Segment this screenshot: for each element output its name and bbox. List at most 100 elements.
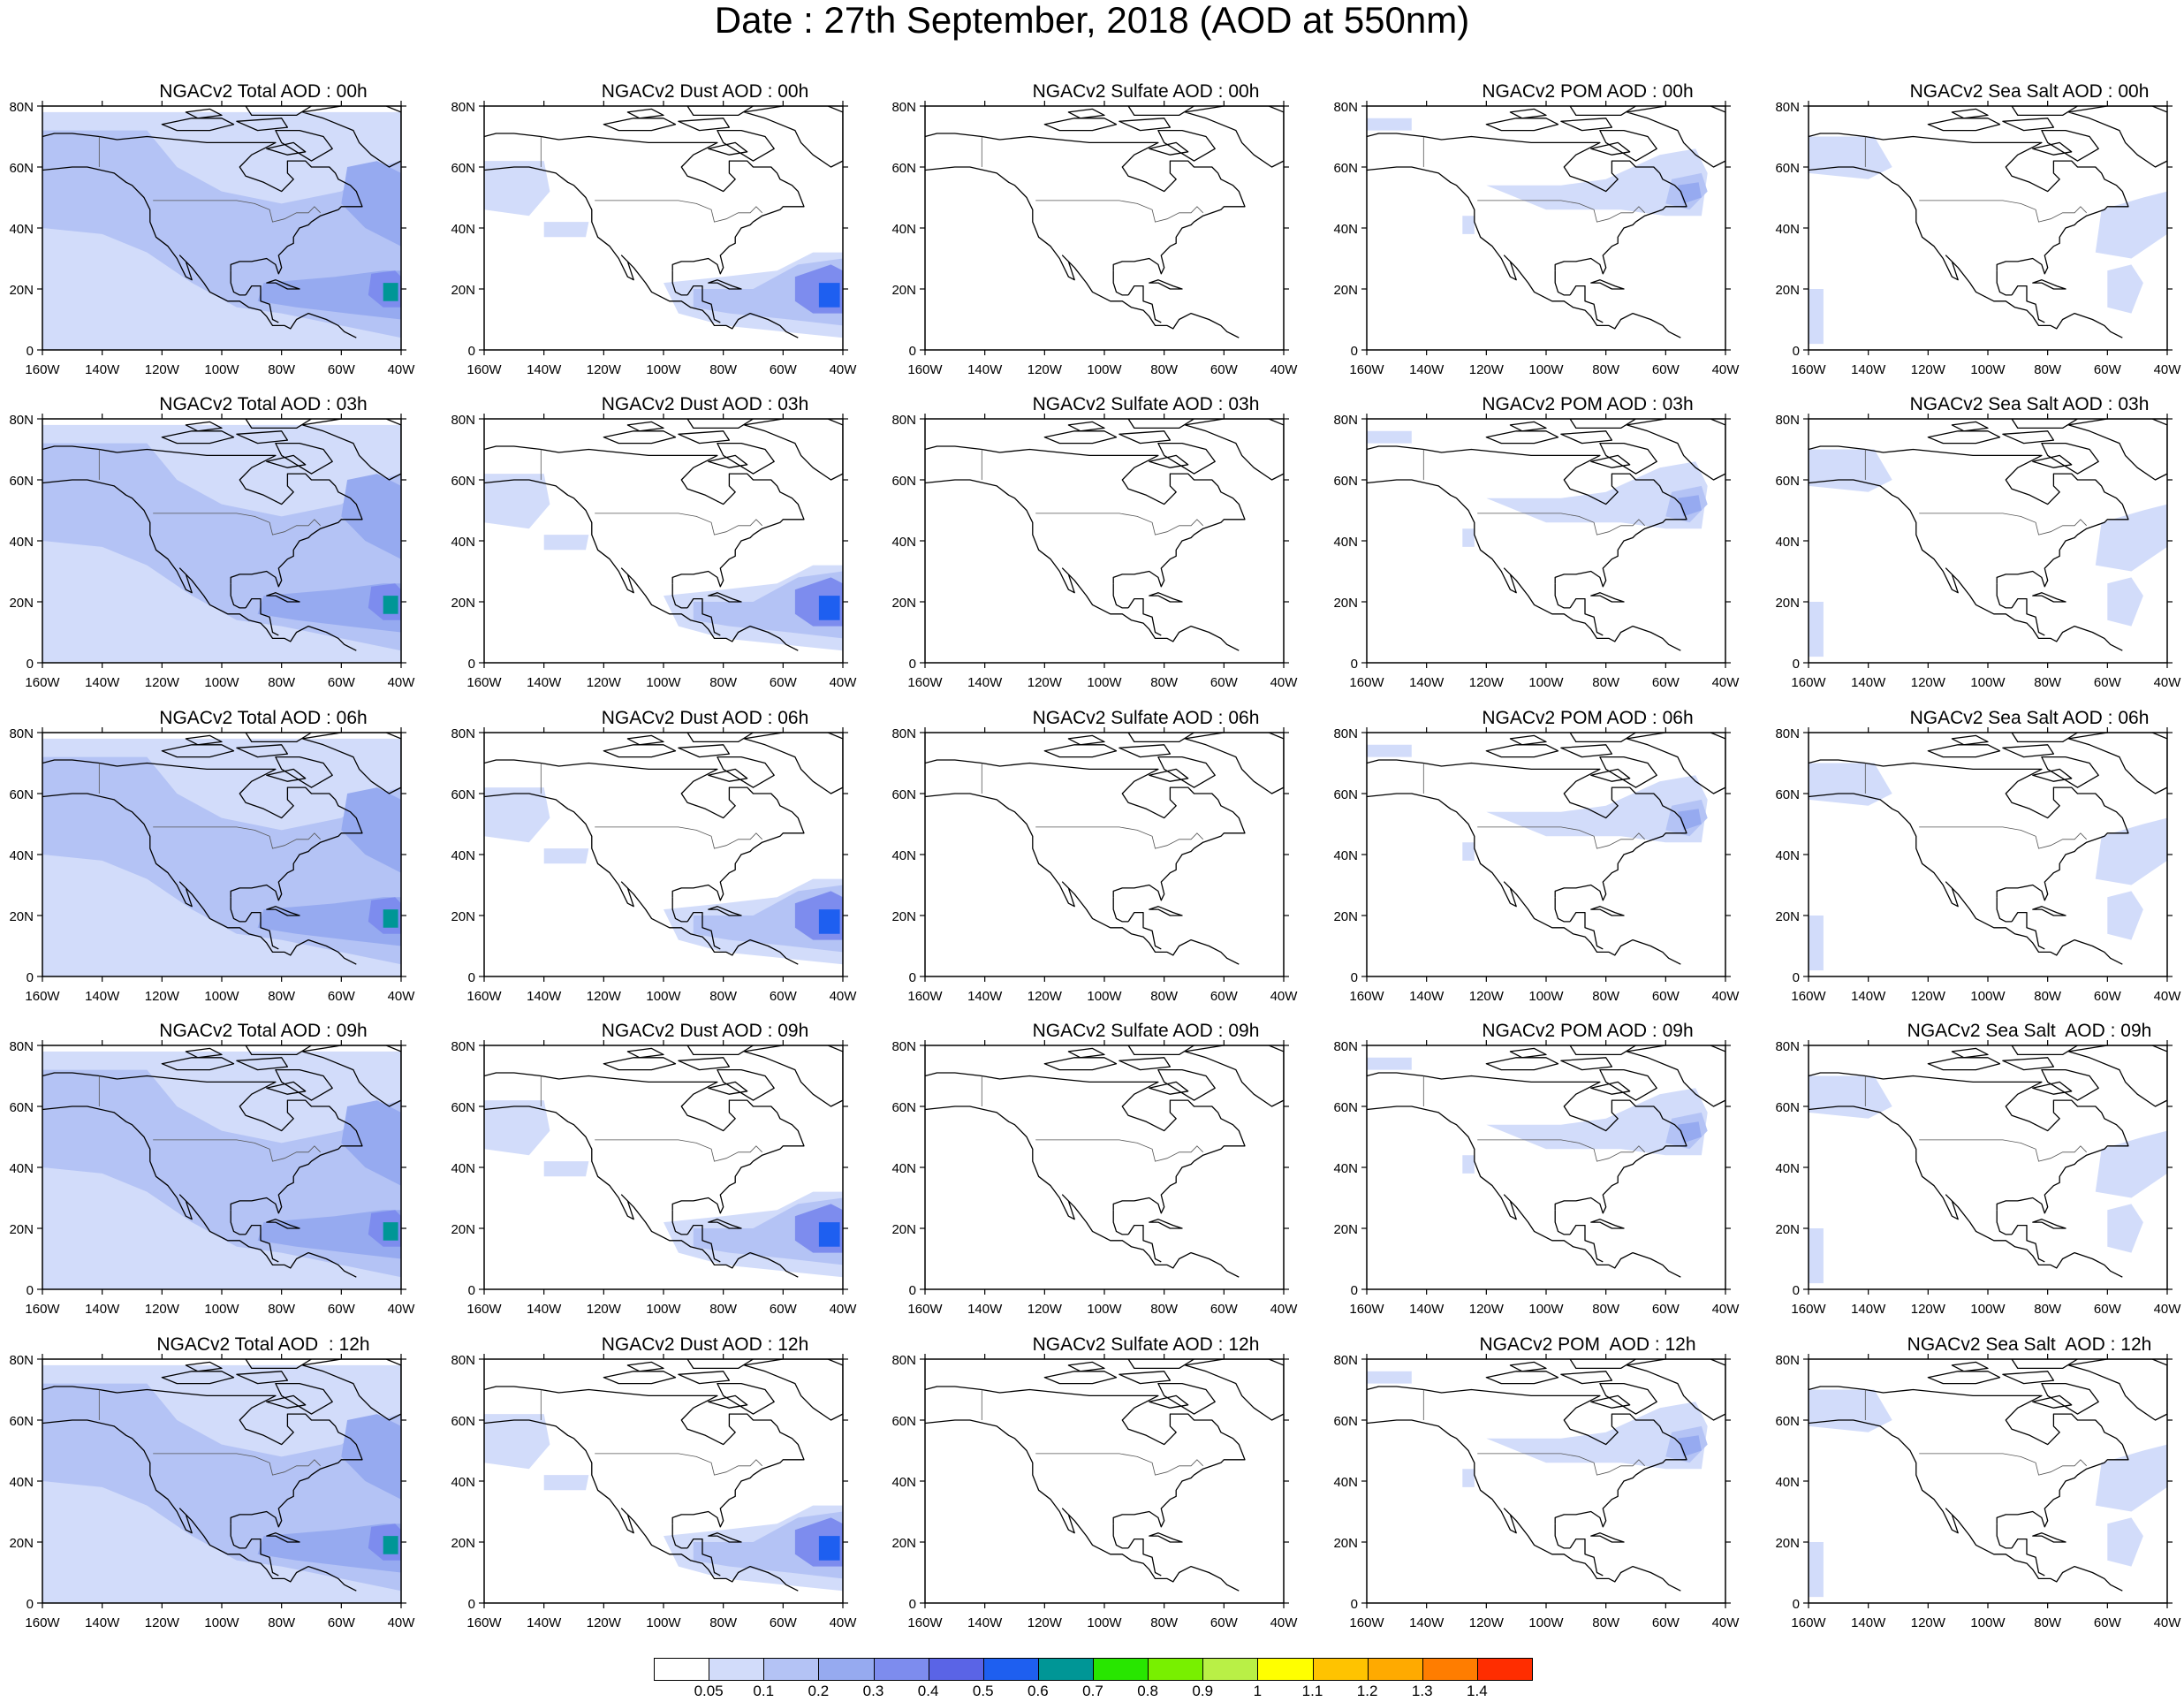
map-plot: 80N 60N 40N 20N 0 160W 140W 120W 100W 80W 60W 40W [9,1353,415,1630]
aod-field [1462,1469,1475,1487]
lon-tick-label: 40W [2154,989,2182,1004]
lon-tick-label: 120W [1028,675,1063,690]
map-plot: 80N 60N 40N 20N 0 160W 140W 120W 100W 80W 60W 40W [451,726,857,1004]
aod-field [1462,1155,1475,1174]
lon-tick-label: 140W [1851,1302,1886,1317]
aod-field [2107,1517,2143,1567]
lon-tick-label: 160W [466,1302,502,1317]
lon-tick-label: 160W [25,1615,60,1630]
lon-tick-label: 80W [1150,362,1179,377]
lat-tick-label: 20N [1333,909,1358,924]
lon-tick-label: 40W [1270,362,1299,377]
map-panel-dust: NGACv2 Dust AOD : 03h 80N 60N 40N 20N 0 160W 14… [451,394,926,695]
panel-title: NGACv2 POM AOD : 12h [1479,1334,1696,1355]
lon-tick-label: 120W [145,1302,180,1317]
lon-tick-label: 40W [1270,1615,1299,1630]
lon-tick-label: 160W [1791,1615,1826,1630]
lon-tick-label: 60W [328,362,356,377]
lat-tick-label: 0 [1351,344,1358,359]
lon-tick-label: 140W [85,675,120,690]
map-plot: 80N 60N 40N 20N 0 160W 140W 120W 100W 80W 60W 40W [891,726,1298,1004]
lat-tick-label: 80N [1333,1039,1358,1054]
lon-tick-label: 100W [1970,362,2006,377]
lon-tick-label: 140W [527,1302,562,1317]
map-panel-total: NGACv2 Total AOD : 03h 80N 60N 40N 20N 0 160W 1… [9,394,484,695]
map-panel-pom: NGACv2 POM AOD : 09h 80N 60N 40N 20N 0 160W 140… [1333,1021,1809,1321]
map-panel-sulfate: NGACv2 Sulfate AOD : 12h 80N 60N 40N 20N 0 160… [891,1334,1367,1635]
lon-tick-label: 60W [328,675,356,690]
map-plot: 80N 60N 40N 20N 0 160W 140W 120W 100W 80W 60W 40W [891,1353,1298,1630]
lat-tick-label: 0 [27,344,34,359]
aod-field [1809,916,1824,971]
colorbar-label: 1.2 [1356,1683,1378,1699]
aod-field [1809,1228,1824,1284]
lon-tick-label: 100W [1087,362,1122,377]
map-panel-dust: NGACv2 Dust AOD : 12h 80N 60N 40N 20N 0 160W 14… [451,1334,926,1635]
aod-field [1462,216,1475,234]
aod-field [257,1523,401,1573]
aod-field [1367,744,1412,757]
map-panel-total: NGACv2 Total AOD : 12h 80N 60N 40N 20N 0 160W 1… [9,1334,484,1635]
lat-tick-label: 0 [909,1283,916,1298]
aod-field [2095,191,2167,259]
map-plot: 80N 60N 40N 20N 0 160W 140W 120W 100W 80W 60W 40W [451,1353,857,1630]
lat-tick-label: 60N [891,161,916,176]
lon-tick-label: 40W [830,989,858,1004]
lat-tick-label: 20N [1775,1536,1800,1551]
aod-field [341,787,401,873]
lon-tick-label: 60W [770,675,798,690]
lat-tick-label: 60N [1775,787,1800,802]
lon-tick-label: 140W [85,362,120,377]
colorbar-label: 0.5 [972,1683,994,1699]
lat-tick-label: 20N [1333,1222,1358,1237]
aod-field [1809,763,1892,806]
map-plot: 80N 60N 40N 20N 0 160W 140W 120W 100W 80W 60W 40W [9,413,415,690]
lon-tick-label: 140W [1851,1615,1886,1630]
lon-tick-label: 140W [1409,989,1445,1004]
colorbar-label: 1 [1253,1683,1263,1699]
colorbar-label: 0.1 [753,1683,775,1699]
lat-tick-label: 60N [9,161,34,176]
lat-tick-label: 20N [1333,596,1358,611]
lat-tick-label: 20N [1333,283,1358,298]
lon-tick-label: 60W [1652,989,1680,1004]
aod-field [2107,577,2143,627]
lat-tick-label: 40N [1775,848,1800,863]
map-panel-sulfate: NGACv2 Sulfate AOD : 09h 80N 60N 40N 20N 0 160… [891,1021,1367,1321]
lat-tick-label: 40N [9,535,34,550]
aod-field [2107,264,2143,314]
lon-tick-label: 100W [646,989,681,1004]
map-panel-dust: NGACv2 Dust AOD : 00h 80N 60N 40N 20N 0 160W 14… [451,81,926,382]
lat-tick-label: 60N [891,474,916,489]
aod-field [257,1210,401,1259]
lat-tick-label: 40N [451,1161,475,1176]
map-plot: 80N 60N 40N 20N 0 160W 140W 120W 100W 80W 60W 40W [1775,726,2181,1004]
aod-field [2095,1444,2167,1512]
lon-tick-label: 100W [646,362,681,377]
lat-tick-label: 0 [468,1597,475,1612]
lon-tick-label: 60W [2094,1615,2122,1630]
map-plot: 80N 60N 40N 20N 0 160W 140W 120W 100W 80W 60W 40W [451,100,857,377]
lat-tick-label: 60N [891,787,916,802]
lon-tick-label: 140W [527,675,562,690]
colorbar-swatch [1148,1658,1204,1681]
map-panel-seasalt: NGACv2 Sea Salt AOD : 03h 80N 60N 40N 20N 0 16… [1775,394,2184,695]
lat-tick-label: 60N [1775,1100,1800,1115]
lat-tick-label: 40N [1333,1475,1358,1490]
aod-field [818,596,840,620]
lat-tick-label: 40N [1333,848,1358,863]
lon-tick-label: 140W [527,362,562,377]
lon-tick-label: 100W [1087,675,1122,690]
lon-tick-label: 60W [2094,362,2122,377]
map-plot: 80N 60N 40N 20N 0 160W 140W 120W 100W 80W 60W 40W [1775,1353,2181,1630]
lat-tick-label: 20N [1775,596,1800,611]
lat-tick-label: 0 [1793,970,1800,985]
colorbar-label: 1.3 [1411,1683,1433,1699]
lon-tick-label: 60W [1210,675,1239,690]
lon-tick-label: 160W [1349,989,1384,1004]
lat-tick-label: 20N [451,596,475,611]
lon-tick-label: 100W [1087,989,1122,1004]
lon-tick-label: 120W [1911,362,1946,377]
lat-tick-label: 80N [891,413,916,428]
lat-tick-label: 20N [891,1536,916,1551]
